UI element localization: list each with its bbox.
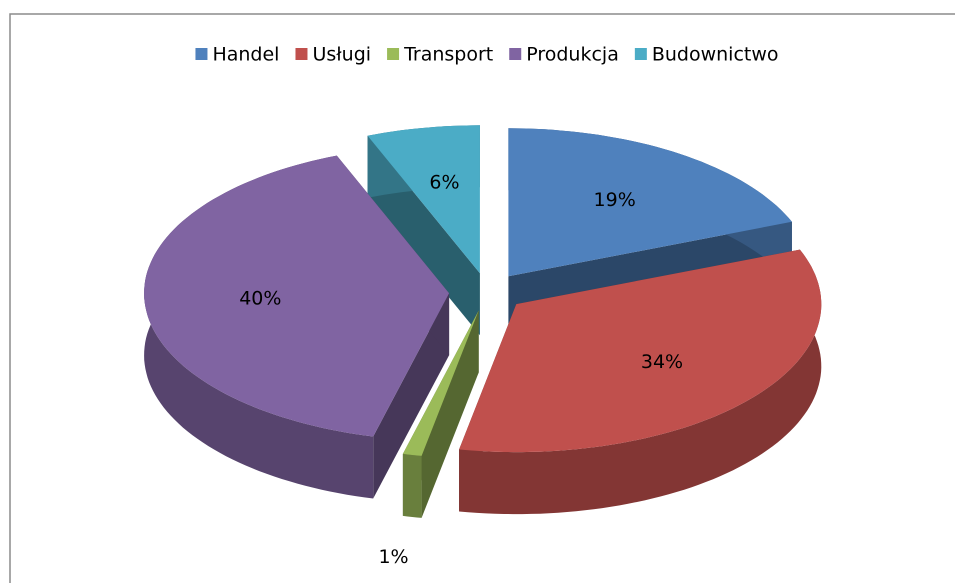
legend-label: Usługi [312, 44, 371, 66]
slice-side [373, 293, 450, 499]
pie-slice [459, 249, 822, 515]
legend-label: Produkcja [526, 44, 619, 66]
slice-top [459, 249, 822, 453]
slice-side [402, 310, 479, 516]
data-label: 6% [429, 172, 459, 194]
data-labels: 6% 19% 40% 34% 1% [239, 172, 683, 568]
slice-wall [459, 249, 822, 515]
legend-swatch [509, 48, 522, 60]
legend-swatch [634, 48, 647, 60]
pie-slice [367, 125, 480, 336]
pie-slice [402, 310, 479, 518]
data-label: 34% [641, 351, 683, 373]
slice-wall [402, 453, 422, 518]
slice-top [508, 128, 792, 277]
pie-slice [144, 155, 450, 499]
legend-label: Handel [212, 44, 279, 66]
legend-swatch [195, 48, 208, 60]
slice-top [144, 155, 450, 437]
data-label: 1% [378, 546, 408, 568]
legend-label: Budownictwo [652, 44, 779, 66]
legend-label: Transport [403, 44, 493, 66]
slice-top [402, 310, 479, 456]
legend-swatch [387, 48, 400, 60]
data-label: 19% [594, 189, 636, 211]
legend: Handel Usługi Transport Produkcja Budownictw… [195, 44, 779, 66]
data-label: 40% [239, 287, 281, 309]
slice-top [367, 125, 480, 274]
pie [144, 125, 822, 518]
legend-swatch [295, 48, 308, 60]
